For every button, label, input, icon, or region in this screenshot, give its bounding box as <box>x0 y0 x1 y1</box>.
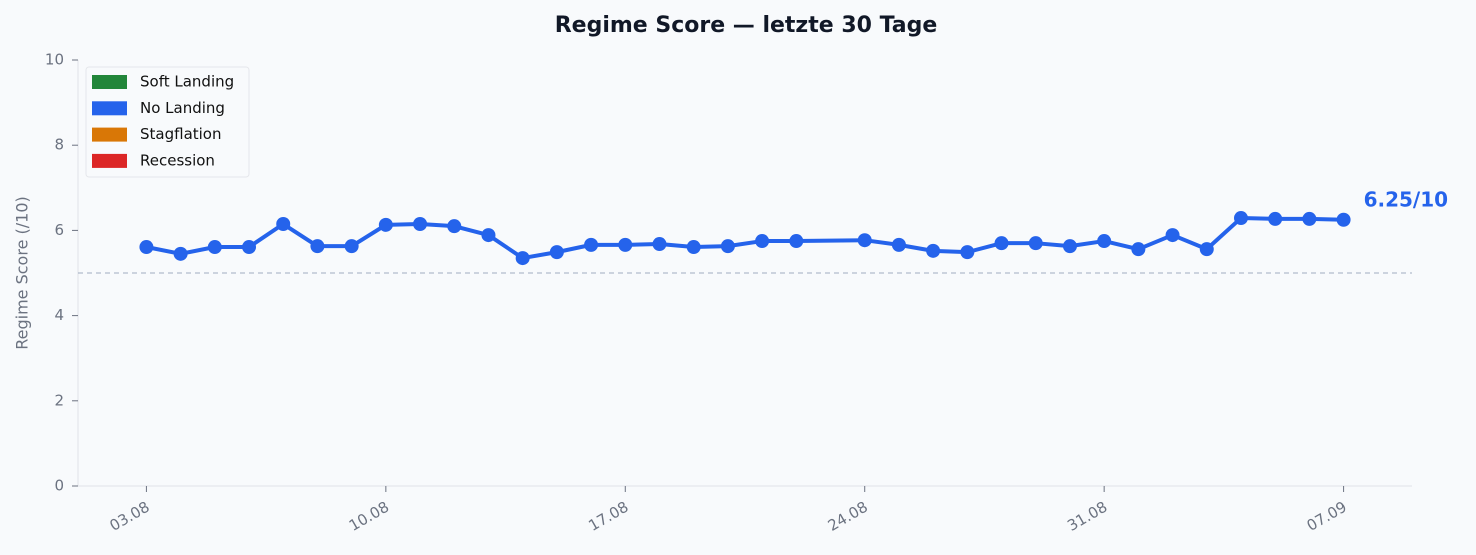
point <box>1131 242 1146 257</box>
point <box>276 217 291 232</box>
legend-label: Stagflation <box>140 125 222 143</box>
point <box>1336 212 1351 227</box>
legend-box <box>85 66 250 178</box>
point <box>720 239 735 254</box>
point <box>789 234 804 249</box>
legend-swatch <box>92 127 127 142</box>
point <box>1028 236 1043 251</box>
point <box>242 240 257 255</box>
point <box>1062 239 1077 254</box>
y-axis-label: Regime Score (/10) <box>13 196 32 350</box>
legend-label: Recession <box>140 151 215 169</box>
point <box>1302 211 1317 226</box>
y-tick-label: 4 <box>54 306 64 324</box>
point <box>549 245 564 260</box>
y-tick-label: 8 <box>54 136 64 154</box>
point <box>1097 234 1112 249</box>
point <box>173 246 188 261</box>
y-tick-label: 10 <box>45 51 64 69</box>
point <box>310 239 325 254</box>
point <box>1233 211 1248 226</box>
point <box>755 234 770 249</box>
point <box>378 217 393 232</box>
point <box>515 251 530 266</box>
y-tick-label: 2 <box>54 391 64 409</box>
point <box>857 233 872 248</box>
point <box>1165 228 1180 243</box>
point <box>960 245 975 260</box>
chart-title: Regime Score — letzte 30 Tage <box>555 13 938 38</box>
point <box>652 237 667 252</box>
y-tick-label: 0 <box>54 477 64 495</box>
legend-label: Soft Landing <box>140 73 234 91</box>
legend-swatch <box>92 153 127 168</box>
legend-swatch <box>92 75 127 89</box>
point <box>891 237 906 252</box>
point <box>994 236 1009 251</box>
point <box>686 240 701 255</box>
legend-label: No Landing <box>140 99 225 117</box>
point <box>481 228 496 243</box>
point <box>618 237 633 252</box>
point <box>344 239 359 254</box>
point <box>1268 211 1283 226</box>
point <box>584 237 599 252</box>
point <box>413 217 428 232</box>
point <box>207 240 222 255</box>
point <box>926 243 941 258</box>
point <box>447 219 462 234</box>
legend-swatch <box>92 101 127 116</box>
y-tick-label: 6 <box>54 221 64 239</box>
point <box>139 240 154 255</box>
annotation: 6.25/10 <box>1364 187 1448 211</box>
point <box>1199 242 1214 257</box>
